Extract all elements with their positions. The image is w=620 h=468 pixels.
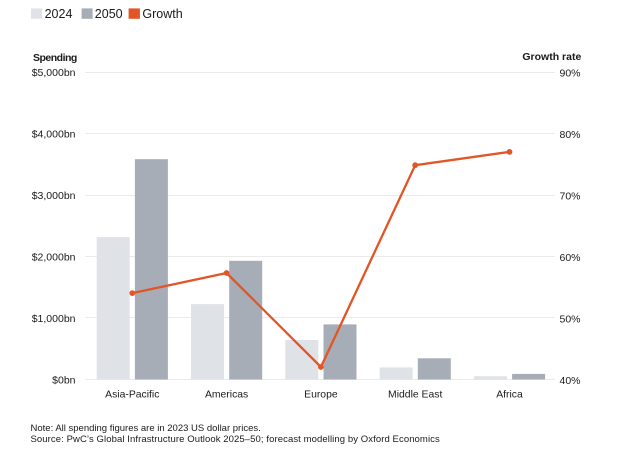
svg-text:Growth rate: Growth rate: [522, 51, 581, 63]
svg-text:40%: 40%: [559, 375, 580, 387]
svg-text:$2,000bn: $2,000bn: [32, 252, 76, 264]
svg-text:90%: 90%: [559, 67, 580, 79]
svg-text:Spending: Spending: [33, 52, 77, 64]
svg-text:Middle East: Middle East: [388, 390, 442, 401]
svg-text:50%: 50%: [559, 313, 580, 325]
svg-text:80%: 80%: [559, 129, 580, 141]
svg-text:$1,000bn: $1,000bn: [32, 313, 76, 325]
svg-text:$0bn: $0bn: [52, 375, 76, 387]
svg-text:Americas: Americas: [205, 390, 248, 401]
svg-text:Europe: Europe: [304, 390, 338, 401]
svg-text:60%: 60%: [559, 252, 580, 264]
svg-text:Asia-Pacific: Asia-Pacific: [105, 390, 159, 401]
svg-text:$5,000bn: $5,000bn: [32, 67, 76, 79]
svg-text:Source: PwC’s Global Infrastru: Source: PwC’s Global Infrastructure Outl…: [31, 434, 440, 445]
svg-text:Note: All spending figures are: Note: All spending figures are in 2023 U…: [31, 423, 261, 434]
svg-text:2024: 2024: [45, 7, 73, 21]
svg-text:2050: 2050: [95, 7, 123, 21]
svg-text:70%: 70%: [559, 190, 580, 202]
svg-text:$3,000bn: $3,000bn: [32, 190, 76, 202]
svg-text:Africa: Africa: [496, 390, 523, 401]
svg-text:Growth: Growth: [142, 7, 182, 21]
svg-text:$4,000bn: $4,000bn: [32, 129, 76, 141]
